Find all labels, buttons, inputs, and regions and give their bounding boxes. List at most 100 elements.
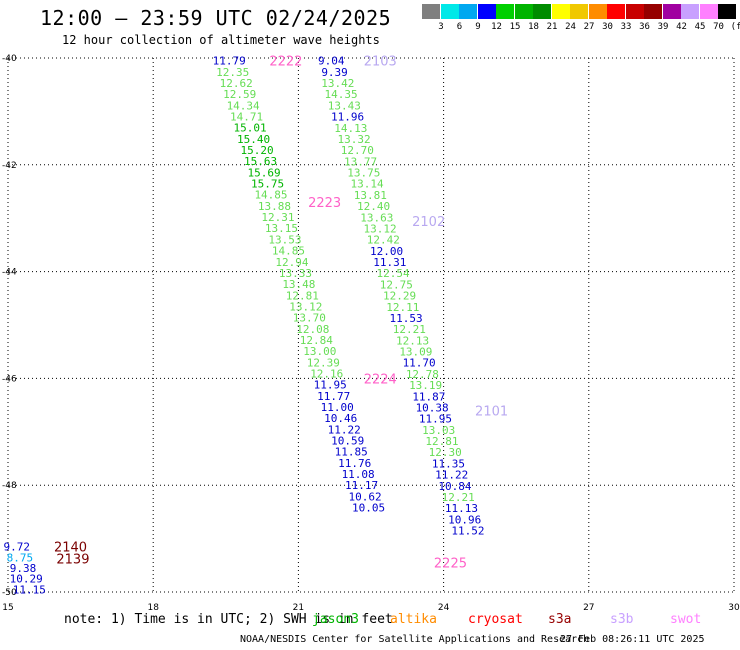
swh-value: 11.08	[342, 468, 375, 481]
swh-value: 12.81	[425, 435, 458, 448]
swh-value: 13.19	[409, 379, 442, 392]
swh-value: 15.63	[244, 155, 277, 168]
swh-value: 14.13	[334, 122, 367, 135]
swh-value: 11.87	[412, 390, 445, 403]
legend-swatch	[718, 4, 736, 19]
swh-value: 13.12	[289, 300, 322, 313]
swh-value: 12.62	[220, 77, 253, 90]
lat-tick-label: -42	[2, 161, 17, 171]
swh-value: 12.81	[286, 289, 319, 302]
pass-2101-label: 2101	[475, 404, 508, 419]
swh-value: 12.84	[300, 334, 333, 347]
legend-label: 9	[475, 22, 481, 32]
swh-value: 12.11	[386, 301, 419, 314]
legend-unit: (ft)	[730, 22, 740, 32]
swh-value: 11.35	[432, 457, 465, 470]
swh-value: 11.85	[335, 446, 368, 459]
pass-2223-label: 2223	[308, 196, 341, 211]
swh-value: 12.78	[406, 368, 439, 381]
swh-value: 12.40	[357, 200, 390, 213]
satellite-cryosat: cryosat	[468, 612, 523, 627]
swh-value: 14.34	[227, 99, 260, 112]
lat-tick-label: -46	[2, 374, 17, 384]
swh-value: 13.14	[351, 178, 384, 191]
legend-swatch	[588, 4, 607, 19]
pass-2224-label: 2224	[364, 372, 397, 387]
swh-value: 12.31	[261, 211, 294, 224]
legend-swatch	[533, 4, 551, 19]
swh-value: 12.29	[383, 290, 416, 303]
lat-tick-label: -44	[2, 268, 17, 278]
legend-swatch	[440, 4, 459, 19]
swh-value: 12.39	[307, 356, 340, 369]
swh-value: 12.08	[296, 323, 329, 336]
swh-value: 12.54	[377, 267, 410, 280]
legend-swatch	[496, 4, 514, 19]
legend-swatch	[662, 4, 681, 19]
pass-2102-label: 2102	[412, 215, 445, 230]
swh-value: 9.39	[321, 66, 348, 79]
swh-value: 10.46	[324, 412, 357, 425]
swh-value: 13.03	[422, 424, 455, 437]
swh-value: 11.13	[445, 502, 478, 515]
legend-label: 42	[676, 22, 687, 32]
swh-value: 10.38	[416, 401, 449, 414]
swh-value: 13.15	[265, 222, 298, 235]
lon-tick-label: 21	[293, 603, 304, 613]
swh-value: 10.62	[349, 490, 382, 503]
legend-swatch	[514, 4, 533, 19]
legend-swatch	[644, 4, 662, 19]
credit-line: NOAA/NESDIS Center for Satellite Applica…	[240, 634, 590, 645]
swh-value: 10.84	[438, 480, 471, 493]
swh-value: 13.09	[399, 346, 432, 359]
swh-value: 9.72	[3, 541, 30, 554]
pass-2225-label: 2225	[434, 557, 467, 572]
swh-value: 10.05	[352, 502, 385, 515]
swh-value: 15.01	[234, 122, 267, 135]
legend-label: 6	[456, 22, 463, 32]
legend-label: 36	[639, 22, 650, 32]
satellite-s3a: s3a	[548, 612, 572, 627]
legend-label: 15	[509, 22, 521, 32]
legend-swatch	[477, 4, 496, 19]
swh-value: 11.31	[373, 256, 406, 269]
swh-value: 13.77	[344, 155, 377, 168]
swh-value: 12.00	[370, 245, 403, 258]
swh-value: 15.40	[237, 133, 270, 146]
legend-swatch	[625, 4, 644, 19]
swh-value: 13.81	[354, 189, 387, 202]
swh-value: 12.59	[223, 88, 256, 101]
swh-value: 11.96	[331, 111, 364, 124]
swh-value: 13.63	[360, 211, 393, 224]
swh-value: 9.38	[10, 562, 37, 575]
swh-value: 15.75	[251, 178, 284, 191]
satellite-swot: swot	[670, 612, 702, 627]
swh-value: 13.48	[282, 278, 315, 291]
swh-value: 11.76	[338, 457, 371, 470]
lat-tick-label: -48	[2, 481, 17, 491]
legend-swatch	[551, 4, 570, 19]
pass-2140-label: 2140	[54, 541, 87, 556]
swh-value: 12.21	[442, 491, 475, 504]
footnote: note: 1) Time is in UTC; 2) SWH is in fe…	[64, 612, 393, 627]
page-title: 12:00 – 23:59 UTC 02/24/2025	[40, 6, 392, 30]
swh-value: 13.43	[328, 99, 361, 112]
swh-value: 13.00	[303, 345, 336, 358]
swh-value: 10.59	[331, 434, 364, 447]
swh-value: 11.22	[435, 469, 468, 482]
swh-value: 10.96	[448, 513, 481, 526]
pass-2103-label: 2103	[364, 55, 397, 70]
legend-swatch	[570, 4, 588, 19]
swh-value: 11.77	[317, 390, 350, 403]
lon-tick-label: 18	[147, 603, 159, 613]
swh-value: 11.15	[13, 583, 46, 596]
legend-swatch	[459, 4, 477, 19]
swh-value: 13.53	[268, 233, 301, 246]
pass-2139-label: 2139	[56, 552, 89, 567]
legend-label: 27	[583, 22, 595, 32]
legend-swatch	[422, 4, 440, 19]
swh-value: 12.13	[396, 334, 429, 347]
legend-swatch	[607, 4, 625, 19]
swh-value: 13.88	[258, 200, 291, 213]
